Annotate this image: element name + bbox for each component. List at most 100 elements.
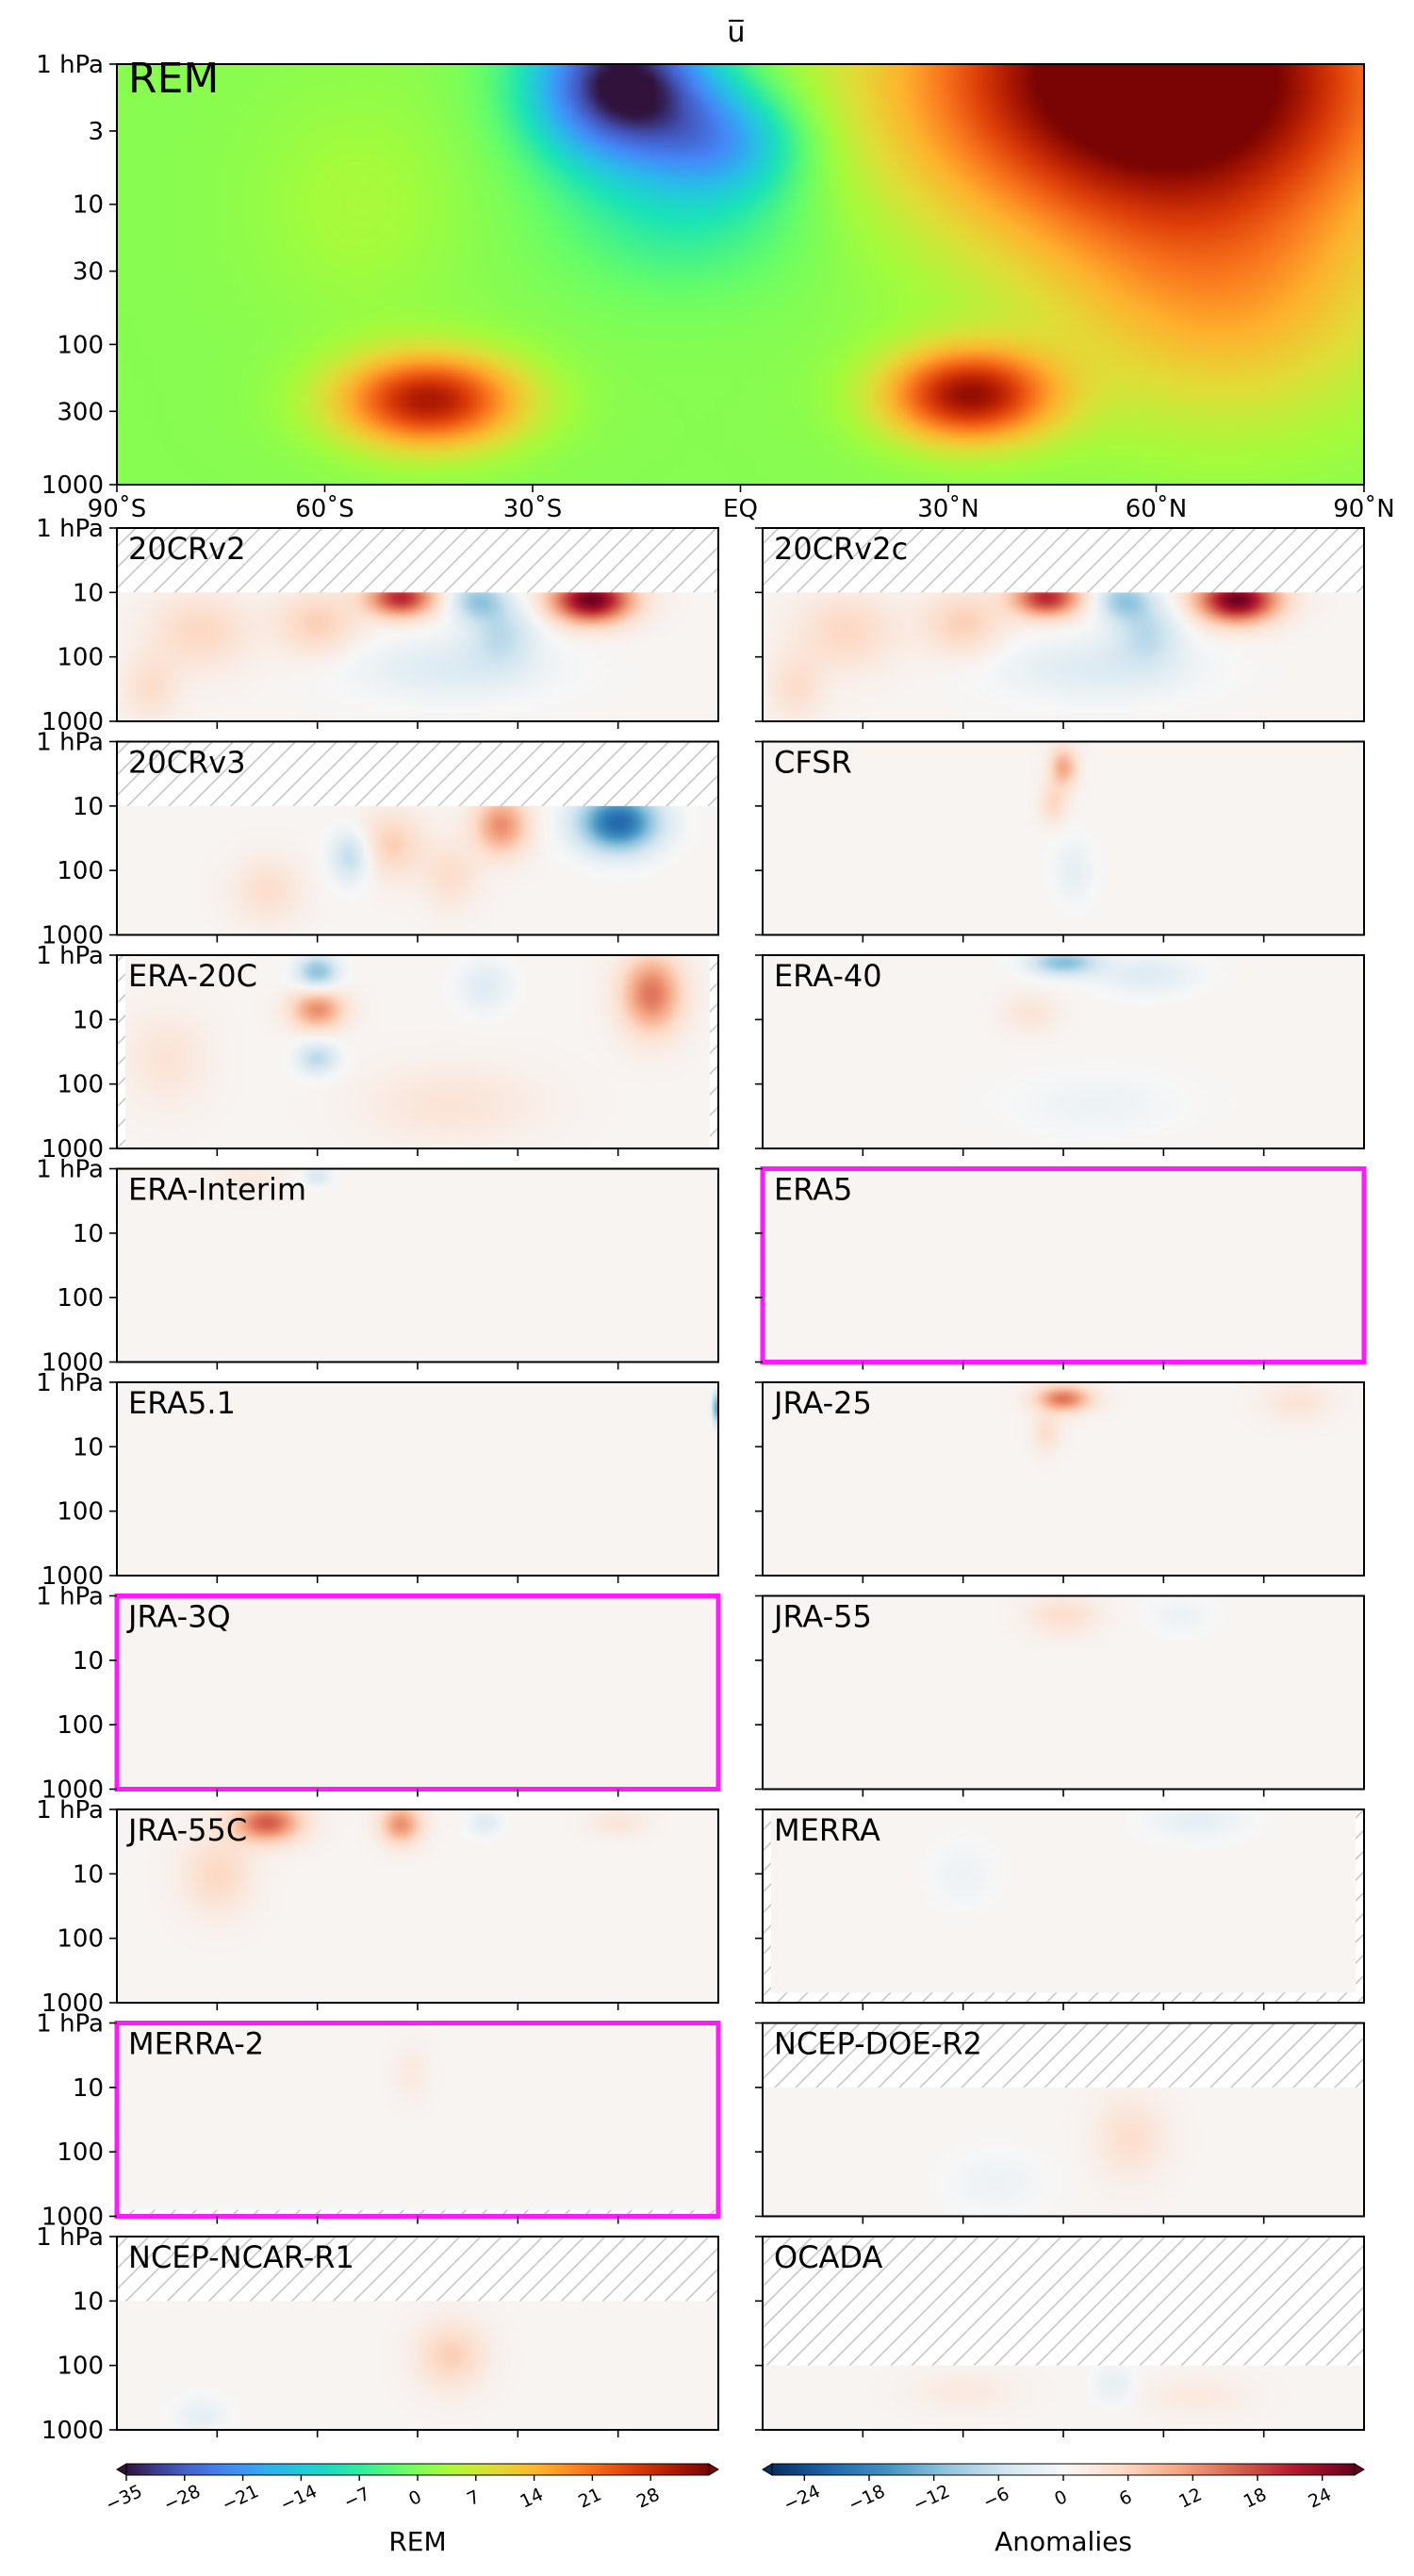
y-tick-label: 1 hPa	[36, 729, 104, 757]
colorbar-tick-label: −35	[103, 2481, 146, 2516]
anomaly-field	[117, 1382, 718, 1576]
rem-x-tick-label: EQ	[723, 495, 758, 523]
y-tick-label: 1000	[41, 1349, 104, 1378]
colorbar-gradient	[771, 2463, 1356, 2476]
y-tick-label: 100	[57, 857, 104, 885]
colorbar-tick-label: −24	[781, 2481, 824, 2516]
panel-ocada: OCADA	[755, 2236, 1365, 2437]
y-tick-label: 10	[73, 579, 104, 607]
panel-label: JRA-3Q	[126, 1599, 231, 1635]
panel-jra-55c: JRA-55C 1 hPa 10 100 1000	[36, 1796, 719, 2018]
missing-data-hatch	[710, 955, 718, 1148]
y-tick-label: 1000	[41, 1990, 104, 2018]
panel-label: 20CRv2	[128, 531, 246, 567]
rem-y-tick-label: 10	[73, 191, 104, 220]
rem-x-tick-label: 60˚N	[1126, 495, 1188, 523]
colorbar-label: REM	[388, 2526, 446, 2557]
colorbar-tick-label: 28	[633, 2484, 663, 2512]
y-tick-label: 100	[57, 1925, 104, 1954]
y-tick-label: 1 hPa	[36, 2223, 104, 2252]
panel-ncep-ncar-r1: NCEP-NCAR-R1 1 hPa 10 100 1000	[36, 2223, 719, 2445]
colorbar-tick-label: −28	[160, 2481, 204, 2516]
anomaly-field	[763, 1809, 1364, 2003]
panel-label: JRA-55	[772, 1599, 872, 1635]
colorbar-extend-max	[1354, 2463, 1365, 2476]
y-tick-label: 1000	[41, 1135, 104, 1164]
colorbar-rem: −35 −28 −21 −14 −7 0 7 14 21 28 REM	[103, 2463, 719, 2557]
panel-era-40: ERA-40	[755, 954, 1365, 1156]
colorbar-gradient	[125, 2463, 710, 2476]
panel-jra-55: JRA-55	[755, 1594, 1365, 1797]
y-tick-label: 1 hPa	[36, 515, 104, 543]
missing-data-hatch	[763, 1992, 1364, 2003]
y-tick-label: 100	[57, 2138, 104, 2167]
colorbar-tick-label: 0	[1051, 2486, 1070, 2510]
y-tick-label: 1000	[41, 922, 104, 950]
rem-y-tick-label: 1000	[41, 471, 104, 500]
colorbar-tick-label: 0	[405, 2486, 424, 2510]
colorbar-extend-min	[762, 2463, 773, 2476]
panel-merra: MERRA	[755, 1808, 1365, 2010]
colorbar-tick-label: 21	[575, 2484, 604, 2512]
anomaly-field	[763, 1595, 1364, 1790]
y-tick-label: 1 hPa	[36, 2010, 104, 2039]
missing-data-hatch	[117, 741, 718, 806]
panel-cfsr: CFSR	[755, 740, 1365, 943]
anomaly-field	[117, 1809, 718, 2003]
anomaly-field	[763, 741, 1364, 935]
y-tick-label: 1000	[41, 708, 104, 736]
y-tick-label: 10	[73, 793, 104, 821]
colorbar-tick-label: −21	[219, 2481, 262, 2516]
panel-jra-3q: JRA-3Q 1 hPa 10 100 1000	[36, 1583, 721, 1805]
y-tick-label: 1 hPa	[36, 942, 104, 970]
panel-label: JRA-25	[772, 1385, 872, 1421]
panel-label: 20CRv2c	[774, 531, 908, 567]
y-tick-label: 100	[57, 1284, 104, 1313]
panel-era-20c: ERA-20C 1 hPa 10 100 1000	[36, 942, 719, 1164]
missing-data-hatch	[763, 528, 1364, 593]
panel-era5-1: ERA5.1 1 hPa 10 100 1000	[36, 1369, 719, 1591]
panel-label: OCADA	[774, 2239, 883, 2275]
missing-data-hatch	[763, 2023, 1364, 2088]
y-tick-label: 10	[73, 2287, 104, 2316]
y-tick-label: 1000	[41, 2204, 104, 2232]
panel-20crv2c: 20CRv2c	[755, 527, 1365, 729]
y-tick-label: 100	[57, 1498, 104, 1527]
anomaly-field	[117, 1168, 718, 1362]
y-tick-label: 100	[57, 1711, 104, 1740]
colorbar-tick-label: 6	[1116, 2486, 1135, 2510]
panel-era-interim: ERA-Interim 1 hPa 10 100 1000	[36, 1156, 719, 1378]
colorbar-tick-label: −18	[846, 2481, 889, 2516]
colorbar-tick-label: 12	[1176, 2484, 1205, 2512]
missing-data-hatch	[117, 528, 718, 593]
anomaly-field	[117, 2023, 718, 2217]
panel-label: NCEP-NCAR-R1	[128, 2239, 354, 2275]
panel-20crv2: 20CRv2 1 hPa 10 100 1000	[36, 515, 719, 736]
panel-label: ERA-20C	[128, 958, 257, 994]
missing-data-hatch	[117, 955, 125, 1148]
panel-ncep-doe-r2: NCEP-DOE-R2	[755, 2022, 1365, 2224]
colorbar-tick-label: 7	[464, 2486, 483, 2510]
panel-jra-25: JRA-25	[755, 1381, 1365, 1583]
missing-data-hatch	[763, 1809, 771, 2003]
rem-y-tick-label: 300	[57, 398, 104, 426]
panel-label: MERRA	[774, 1812, 880, 1848]
colorbars-layer: −35 −28 −21 −14 −7 0 7 14 21 28 REM −24 −18 −12 −6 0 6 12…	[103, 2463, 1365, 2557]
missing-data-hatch	[117, 2209, 718, 2217]
panel-label: 20CRv3	[128, 745, 246, 781]
y-tick-label: 100	[57, 644, 104, 672]
y-tick-label: 10	[73, 1433, 104, 1461]
anomaly-field	[117, 1595, 718, 1790]
y-tick-label: 1 hPa	[36, 1583, 104, 1611]
panel-label: ERA-40	[774, 958, 882, 994]
rem-y-tick-label: 3	[88, 118, 104, 146]
rem-x-tick-label: 90˚S	[88, 495, 147, 523]
panel-label: CFSR	[774, 745, 852, 781]
y-tick-label: 1 hPa	[36, 1369, 104, 1397]
y-tick-label: 1000	[41, 2417, 104, 2445]
colorbar-tick-label: −12	[910, 2481, 953, 2516]
